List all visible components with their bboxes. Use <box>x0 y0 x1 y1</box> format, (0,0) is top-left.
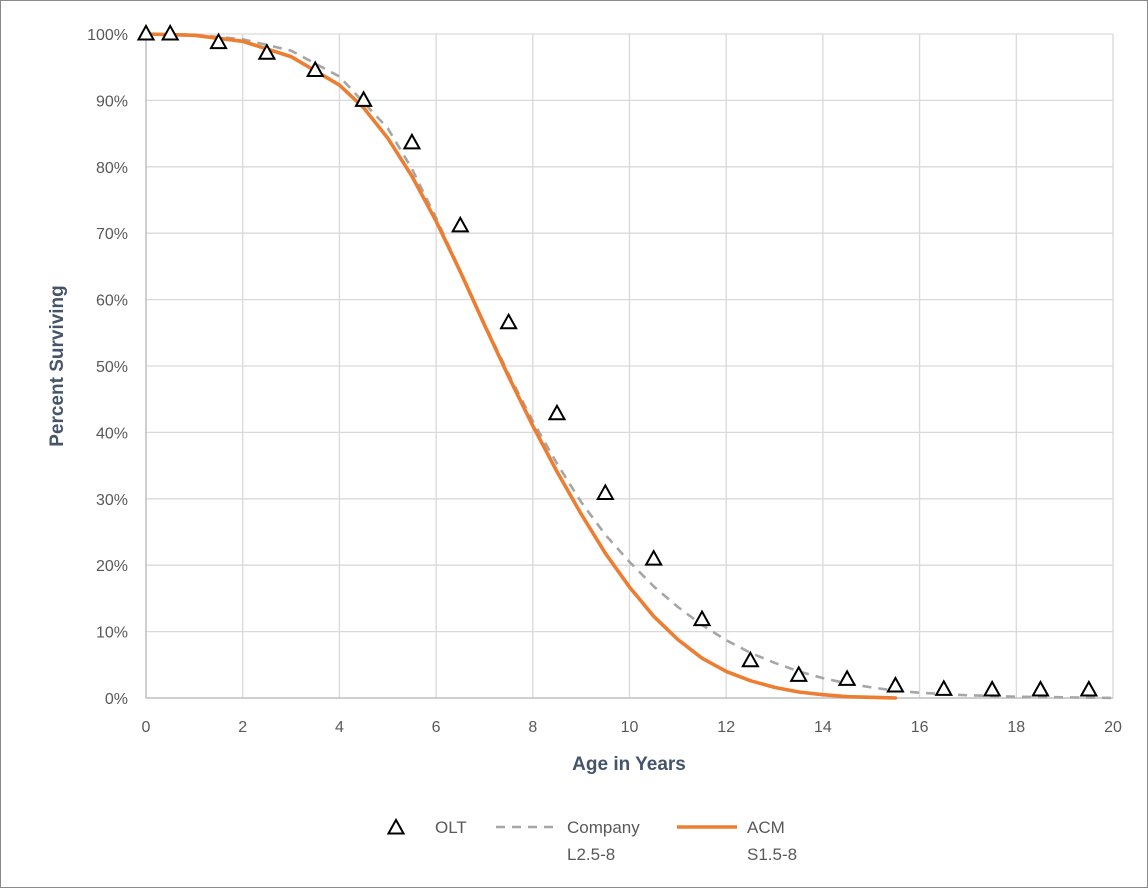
y-tick-label: 100% <box>87 27 128 44</box>
olt-marker <box>1031 679 1050 697</box>
olt-marker <box>451 215 470 233</box>
y-tick-label: 90% <box>96 93 128 110</box>
legend-label: L2.5-8 <box>567 845 615 864</box>
olt-marker <box>692 609 712 627</box>
x-tick-label: 20 <box>1104 719 1122 736</box>
olt-marker <box>837 669 857 686</box>
x-tick-label: 6 <box>432 719 441 736</box>
x-tick-label: 16 <box>911 719 929 736</box>
olt-marker <box>596 483 615 500</box>
tick-labels: 0% 10% 20% 30% 40% 50% 60% 70% 80% 90% 100% 0 2 4 6 8 10… <box>87 27 1122 736</box>
olt-marker <box>886 675 905 693</box>
legend-label: Company <box>567 818 640 837</box>
olt-marker <box>499 312 518 330</box>
legend-label: S1.5-8 <box>747 845 797 864</box>
x-axis-title: Age in Years <box>572 754 686 775</box>
x-tick-label: 18 <box>1007 719 1025 736</box>
y-tick-label: 10% <box>96 625 128 642</box>
grid-lines <box>146 33 1114 698</box>
olt-marker <box>644 549 663 566</box>
olt-marker <box>386 817 406 835</box>
x-tick-label: 2 <box>238 719 247 736</box>
x-tick-label: 10 <box>621 719 639 736</box>
y-tick-label: 40% <box>96 425 128 442</box>
y-tick-label: 70% <box>96 226 128 243</box>
legend-item-2: Company L2.5-8 <box>496 818 640 864</box>
olt-marker <box>160 23 180 41</box>
x-tick-label: 14 <box>814 719 832 736</box>
olt-marker <box>741 650 760 668</box>
x-tick-label: 4 <box>335 719 344 736</box>
y-axis-title: Percent Surviving <box>47 285 68 447</box>
olt-marker <box>982 679 1002 697</box>
x-tick-label: 8 <box>528 719 537 736</box>
x-tick-label: 12 <box>717 719 735 736</box>
company-curve-line <box>145 32 1114 700</box>
y-tick-label: 20% <box>96 558 128 575</box>
olt-marker <box>934 679 954 696</box>
y-tick-label: 60% <box>96 293 128 310</box>
olt-marker <box>209 32 228 50</box>
legend: OLT Company L2.5-8 ACM S1.5-8 <box>386 817 797 864</box>
x-tick-label: 0 <box>142 719 151 736</box>
olt-marker <box>402 132 422 150</box>
olt-marker <box>354 90 373 107</box>
legend-item-1: OLT <box>386 817 467 837</box>
olt-marker <box>547 403 567 421</box>
y-tick-label: 80% <box>96 160 128 177</box>
y-tick-label: 50% <box>96 359 128 376</box>
legend-label: OLT <box>435 818 467 837</box>
acm-curve-line <box>144 32 898 700</box>
olt-marker <box>1079 679 1099 697</box>
olt-marker <box>257 43 277 60</box>
axes <box>145 34 1113 699</box>
legend-item-3: ACM S1.5-8 <box>677 818 797 864</box>
olt-marker <box>136 23 156 41</box>
olt-marker <box>305 60 325 77</box>
series-layer <box>136 23 1114 700</box>
y-tick-label: 0% <box>105 691 128 708</box>
legend-label: ACM <box>747 818 785 837</box>
y-tick-label: 30% <box>96 492 128 509</box>
olt-marker <box>789 665 808 682</box>
